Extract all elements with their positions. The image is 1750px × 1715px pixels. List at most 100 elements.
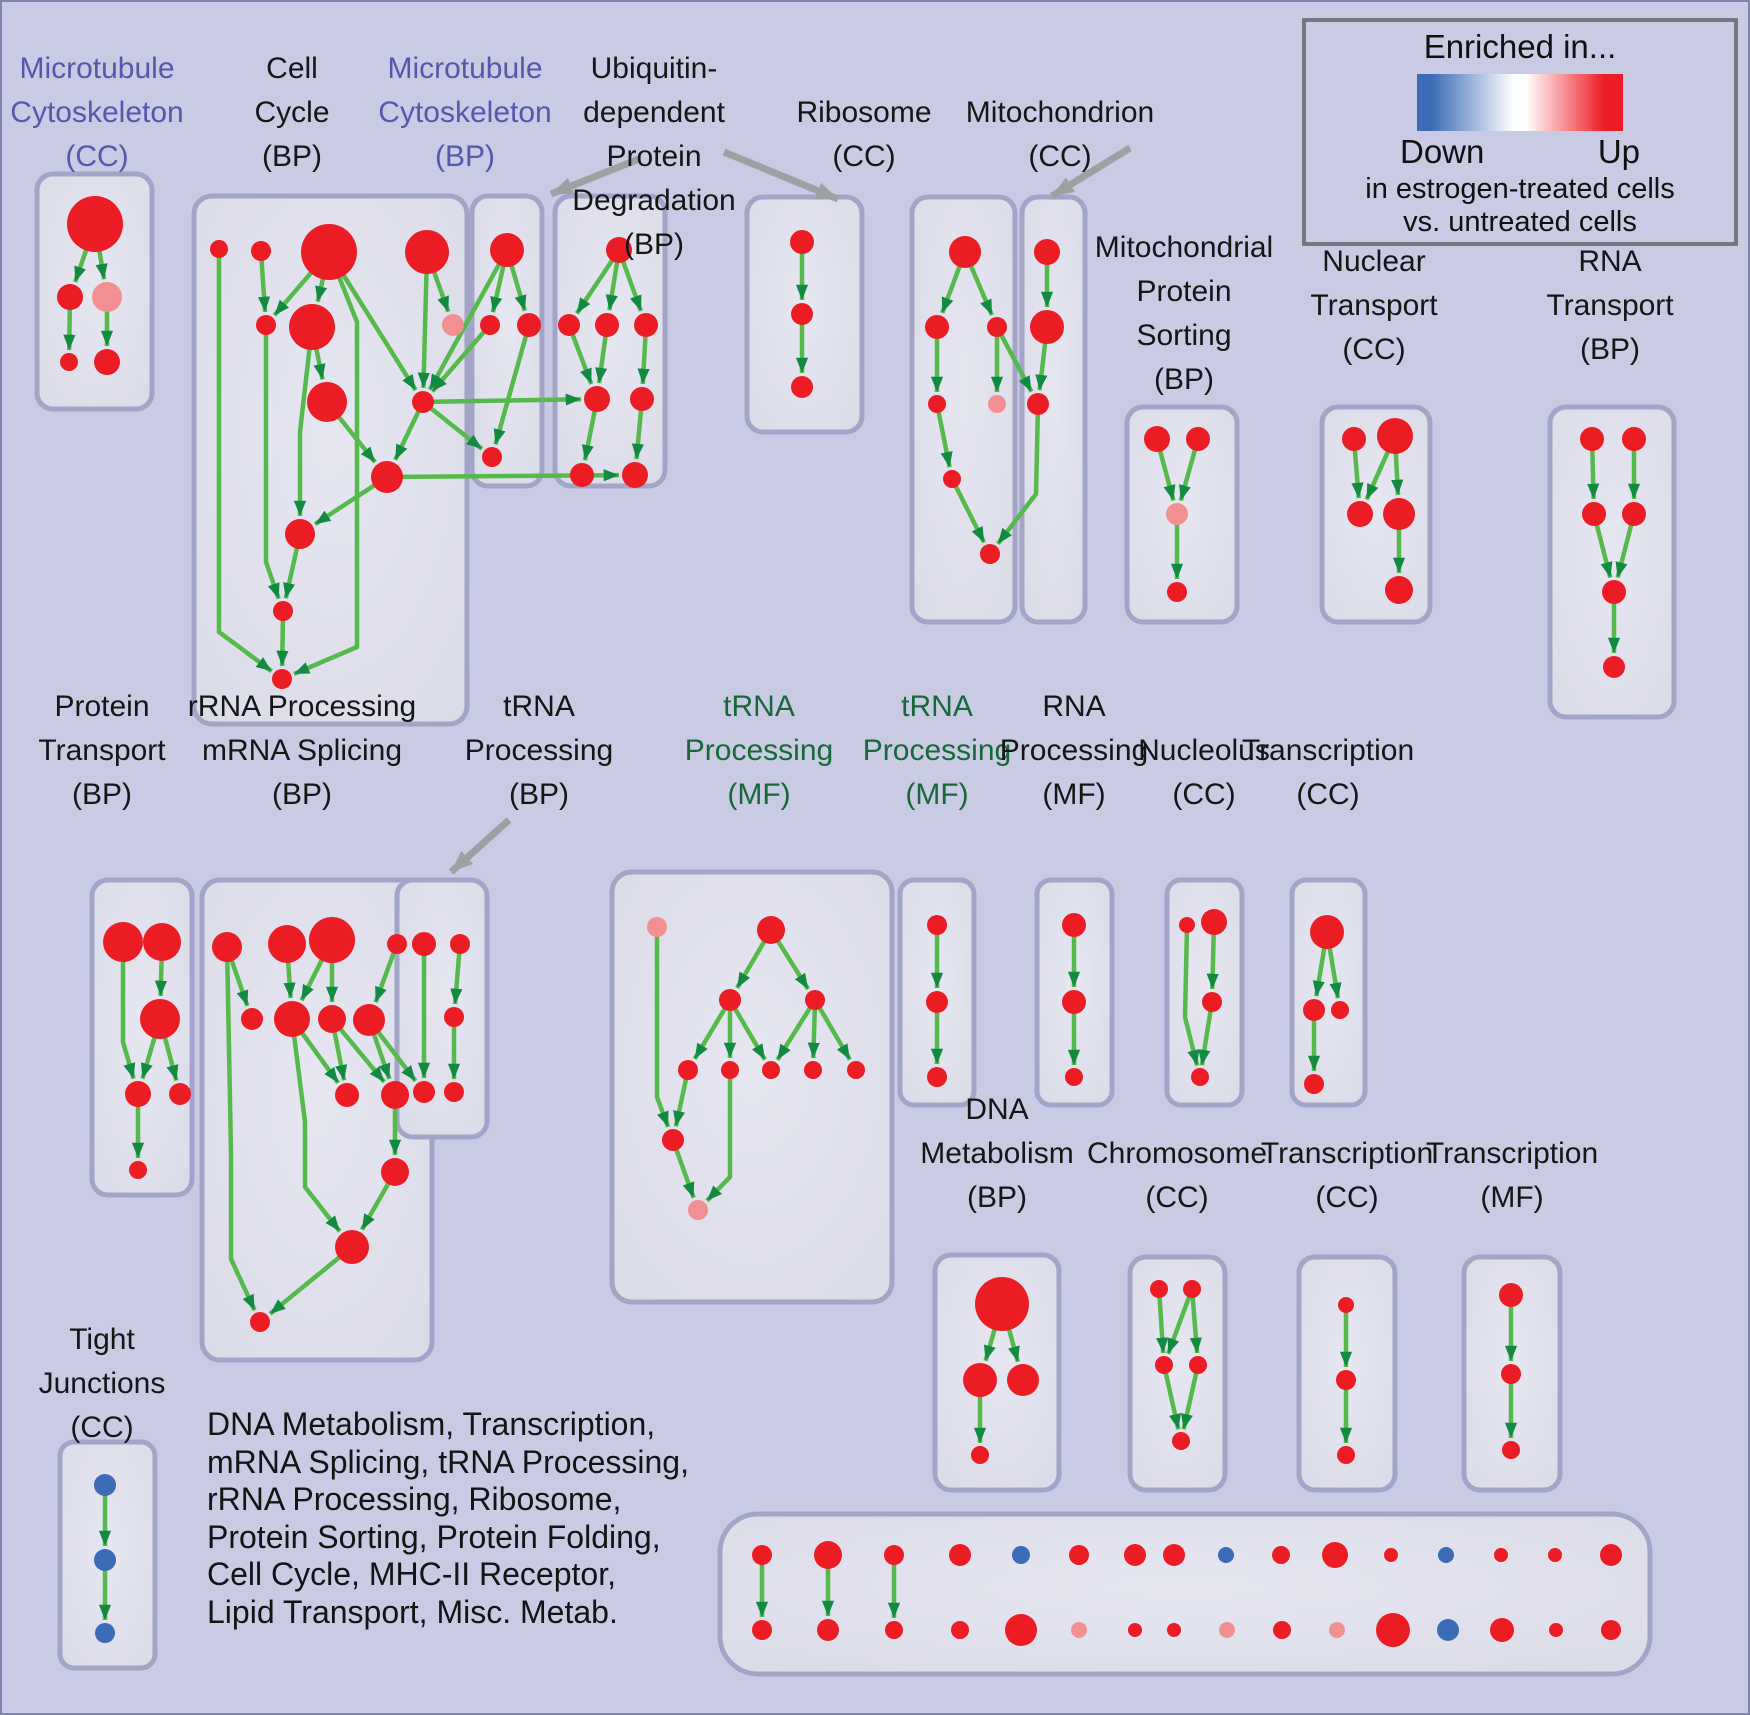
go-term-node (634, 313, 658, 337)
edge-arrow (968, 264, 994, 316)
edge-arrow (1163, 1371, 1182, 1430)
go-term-node (885, 1621, 903, 1639)
go-term-node (251, 241, 271, 261)
go-term-node (1144, 426, 1170, 452)
go-term-node (558, 314, 580, 336)
edge-arrow (293, 275, 360, 676)
edge-arrow (73, 247, 89, 283)
cluster-label: Microtubule Cytoskeleton (CC) (10, 52, 184, 173)
go-term-node (1622, 427, 1646, 451)
edge-arrow (631, 408, 644, 460)
go-term-node (1183, 1280, 1201, 1298)
go-term-node (1167, 1623, 1181, 1637)
go-term-node (1494, 1548, 1508, 1562)
go-term-node (1438, 1547, 1454, 1563)
edge-arrow (276, 618, 289, 667)
edge-arrow (1206, 932, 1219, 990)
go-term-node (1273, 1621, 1291, 1639)
go-term-node (335, 1230, 369, 1264)
go-term-node (1337, 1446, 1355, 1464)
cluster-label: Cell Cycle (BP) (254, 52, 330, 173)
go-term-node (57, 284, 83, 310)
edge-arrow (493, 333, 529, 446)
edge-arrow (1157, 449, 1176, 502)
go-term-node (212, 932, 242, 962)
edge-arrow (373, 950, 397, 1003)
edge-arrow (1587, 448, 1600, 500)
go-term-node (927, 1067, 947, 1087)
edge-arrow (257, 258, 271, 313)
edge-arrow (427, 262, 502, 391)
edge-arrow (595, 334, 608, 384)
legend-subline-1: in estrogen-treated cells (1365, 173, 1675, 205)
go-term-node (662, 1129, 684, 1151)
go-term-node (318, 1005, 346, 1033)
go-term-node (1272, 1546, 1290, 1564)
edge-arrow (637, 334, 650, 385)
edge-arrow (1180, 1371, 1199, 1430)
edge-arrow (359, 1181, 391, 1231)
go-term-node (1347, 501, 1373, 527)
legend-down-label: Down (1400, 133, 1485, 170)
go-term-node (92, 282, 122, 312)
go-term-node (1580, 427, 1604, 451)
edge-arrow (732, 1006, 767, 1061)
go-term-node (928, 395, 946, 413)
go-term-node (1065, 1068, 1083, 1086)
edge-arrow (735, 939, 767, 990)
go-term-node (926, 991, 948, 1013)
go-term-node (129, 1161, 147, 1179)
edge-arrow (817, 1005, 852, 1061)
edge-arrow (1165, 1294, 1192, 1355)
cluster-label: Ribosome (CC) (796, 96, 932, 173)
edge-arrow (225, 959, 257, 1312)
go-term-node (405, 230, 449, 274)
cluster-box (89, 877, 195, 1198)
go-term-node (490, 233, 524, 267)
go-term-node (647, 917, 667, 937)
go-term-node (285, 519, 315, 549)
go-term-node (791, 376, 813, 398)
color-legend: Enriched in... Down Up in estrogen-treat… (1302, 18, 1738, 246)
go-term-node (256, 315, 276, 335)
edge-arrow (428, 405, 484, 451)
go-term-node (584, 386, 610, 412)
go-term-node (103, 922, 143, 962)
edge-arrow (450, 951, 463, 1005)
go-term-node (1172, 1432, 1190, 1450)
go-term-node (752, 1545, 772, 1565)
go-term-node (790, 230, 814, 254)
edge-arrow (1035, 341, 1048, 391)
go-term-node (1342, 427, 1366, 451)
edge-arrow (332, 1030, 348, 1081)
go-term-node (67, 196, 123, 252)
go-term-node (482, 447, 502, 467)
edge-arrow (417, 271, 430, 389)
go-term-node (94, 1474, 116, 1496)
go-term-node (688, 1200, 708, 1220)
go-term-node (951, 1621, 969, 1639)
go-term-node (884, 1545, 904, 1565)
edge-arrow (1364, 449, 1391, 501)
go-term-node (1128, 1623, 1142, 1637)
go-term-node (1383, 498, 1415, 530)
go-term-node (1338, 1297, 1354, 1313)
edge-arrow (63, 307, 76, 351)
edge-arrow (315, 276, 328, 303)
edge-arrow (371, 1032, 392, 1080)
go-term-node (762, 1061, 780, 1079)
edge-arrow (1351, 448, 1364, 499)
cluster-label: Mitochondrial Protein Sorting (BP) (1094, 231, 1274, 396)
go-term-node (143, 923, 181, 961)
go-term-node (1062, 913, 1086, 937)
go-term-node (517, 313, 541, 337)
edge-arrow (1189, 1295, 1202, 1354)
misc-clusters-note: DNA Metabolism, Transcription, mRNA Spli… (207, 1406, 689, 1630)
edge-arrow (605, 260, 620, 311)
edge-arrow (283, 960, 296, 999)
cluster-label: Transcription (CC) (1241, 734, 1415, 811)
go-term-node (444, 1082, 464, 1102)
edge-arrow (940, 264, 963, 314)
